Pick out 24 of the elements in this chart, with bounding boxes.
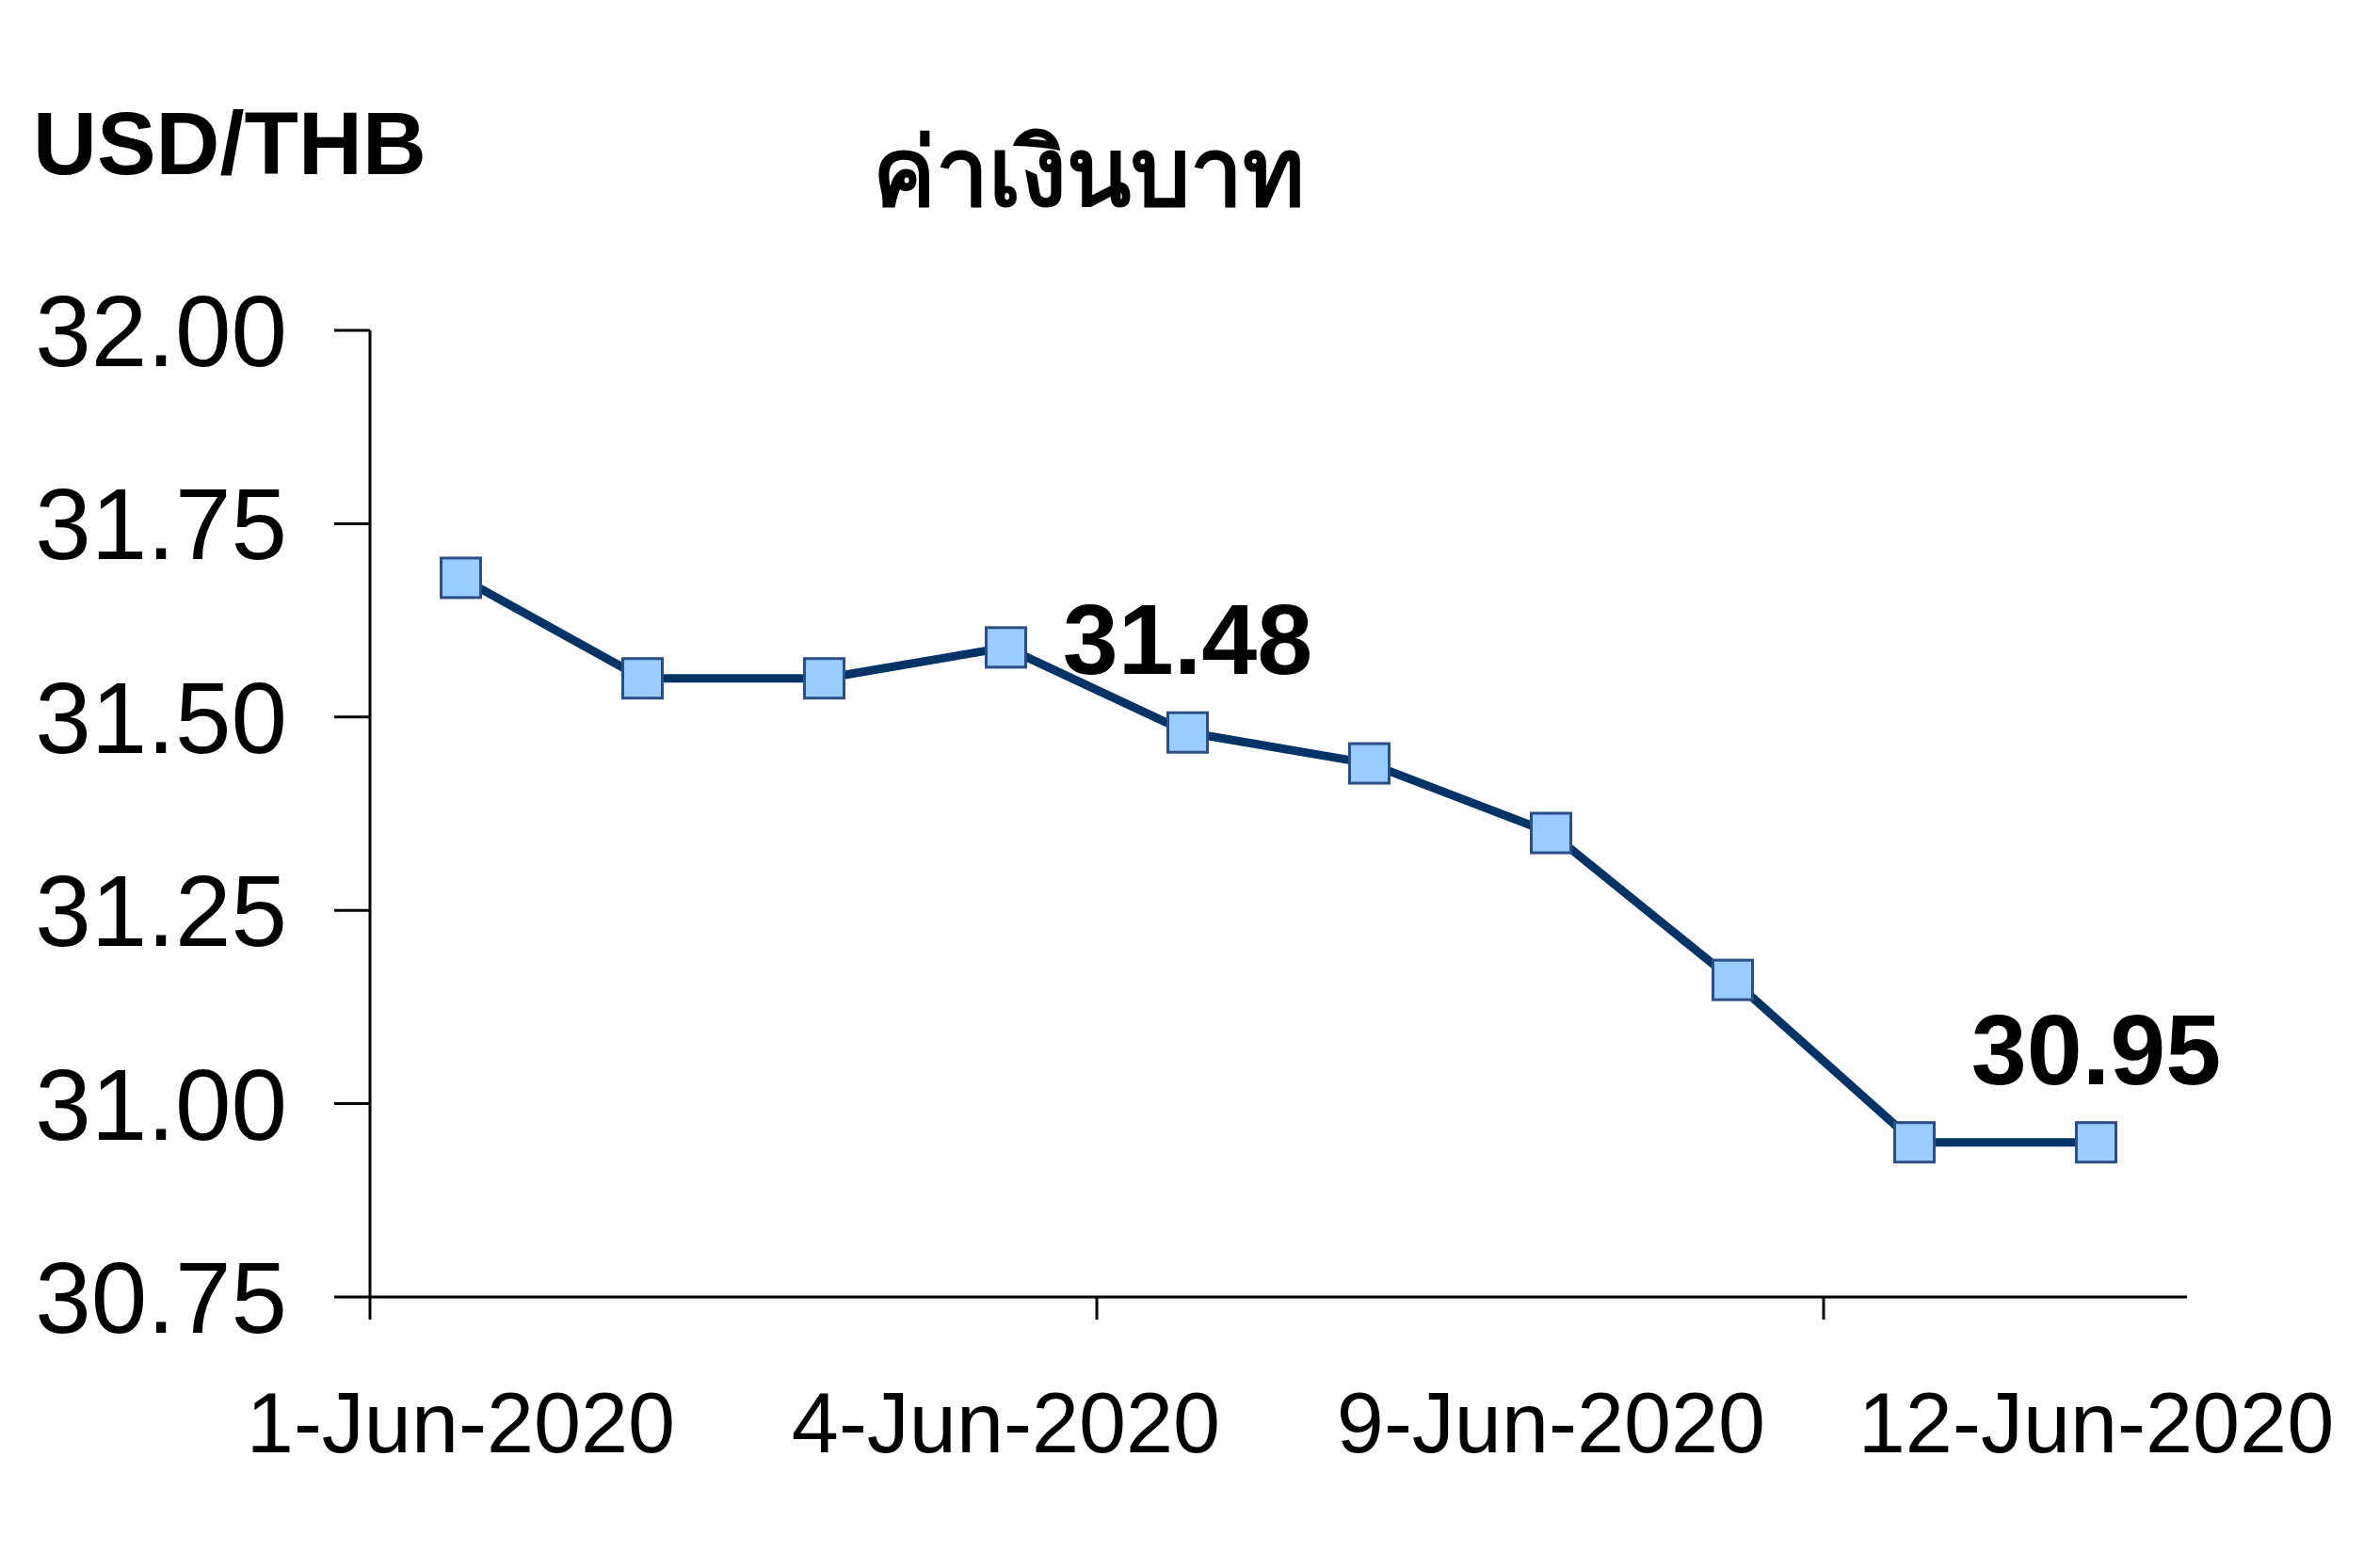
y-tick-label: 31.00: [35, 1048, 287, 1161]
x-tick-label: 4-Jun-2020: [791, 1375, 1221, 1470]
y-tick-label: 30.75: [35, 1241, 287, 1354]
y-tick-label: 32.00: [35, 274, 287, 388]
point: [985, 626, 1027, 669]
data-label: 30.95: [1970, 993, 2222, 1105]
point: [1893, 1121, 1936, 1164]
x-tick-label: 1-Jun-2020: [246, 1375, 676, 1470]
x-tick-label: 9-Jun-2020: [1336, 1375, 1766, 1470]
point: [1348, 742, 1391, 785]
y-tick-label: 31.25: [35, 855, 287, 969]
point: [2075, 1121, 2117, 1164]
chart-title: ค่าเงินบาท: [871, 119, 1306, 227]
data-label: 31.48: [1062, 584, 1313, 696]
point: [440, 556, 482, 600]
point: [1166, 711, 1209, 754]
y-tick-label: 31.75: [35, 468, 287, 582]
y-tick-label: 31.50: [35, 661, 287, 775]
x-tick-label: 12-Jun-2020: [1857, 1375, 2335, 1470]
y-axis-title: USD/THB: [33, 93, 426, 195]
point: [1712, 958, 1754, 1001]
point: [621, 657, 664, 700]
point: [803, 657, 845, 700]
point: [1530, 811, 1572, 855]
